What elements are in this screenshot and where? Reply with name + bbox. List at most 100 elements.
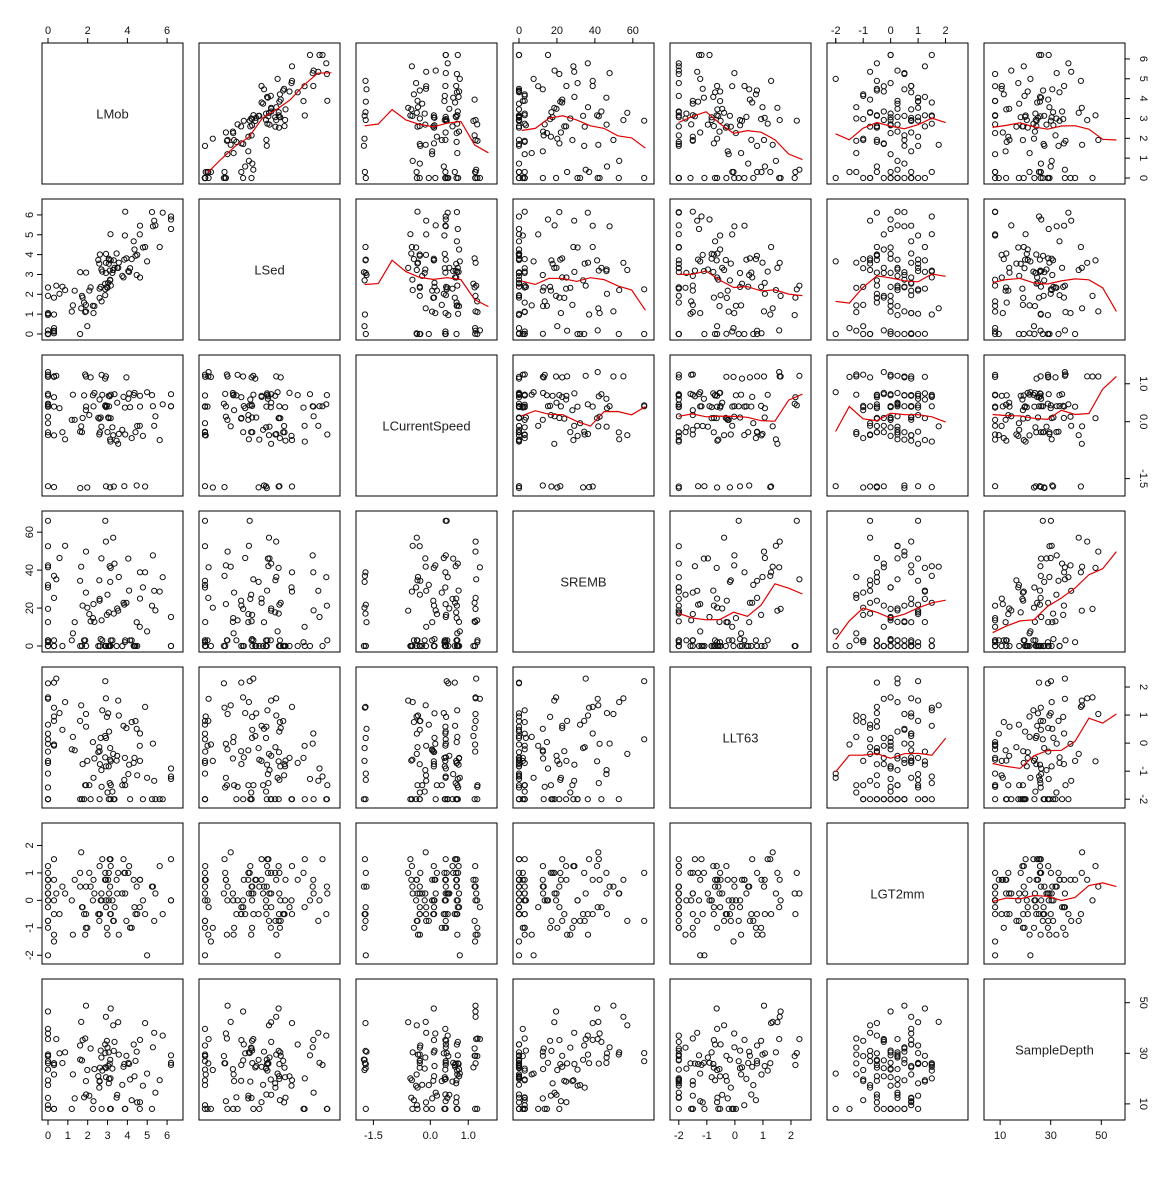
data-point [151,217,158,224]
data-point [97,897,104,904]
data-point [711,330,719,338]
data-point [880,116,887,124]
data-point [563,396,570,403]
data-point [233,637,240,644]
data-point [301,856,308,863]
data-point [547,133,555,140]
data-point [454,268,461,275]
data-point [281,772,288,779]
data-point [453,330,460,338]
data-point [708,897,715,904]
data-point [624,750,631,758]
data-point [727,431,734,438]
data-point [768,483,775,490]
data-point [1079,702,1086,709]
data-point [319,856,326,863]
data-point [543,1105,551,1113]
data-point [263,788,270,795]
data-point [992,952,999,959]
data-point [1068,422,1075,429]
data-point [50,938,58,945]
data-point [641,174,648,182]
data-point [115,712,122,719]
data-point [362,703,369,711]
data-point [1040,796,1047,803]
data-point [286,1073,293,1080]
data-point [887,283,894,290]
data-point [754,931,761,938]
data-point [571,390,578,397]
data-point [1075,432,1082,439]
data-point [741,403,748,410]
data-point [1019,407,1027,414]
data-point [220,680,227,687]
data-point [521,897,528,904]
data-point [472,883,479,890]
data-point [915,1050,922,1057]
data-point [860,301,867,308]
data-point [992,422,999,429]
data-point [323,883,330,890]
tick-label: 20 [24,602,36,614]
data-point [159,209,166,216]
panel-LCurrentSpeed-vs-SampleDepth [983,354,1126,497]
data-point [603,121,610,128]
data-point [1030,637,1037,644]
data-point [288,911,296,918]
data-point [238,679,245,686]
data-point [430,1005,437,1012]
data-point [719,605,726,612]
data-point [1019,137,1027,144]
data-point [280,429,287,436]
data-point [992,151,999,158]
data-point [104,789,111,796]
data-point [921,330,929,337]
data-point [915,609,922,616]
data-point [115,1051,122,1058]
data-point [1075,109,1082,116]
data-point [675,264,682,271]
data-point [258,1099,265,1106]
data-point [44,695,52,702]
data-point [581,1084,588,1091]
data-point [102,876,109,883]
data-point [273,712,280,719]
data-point [245,542,252,549]
data-point [540,284,547,291]
data-point [423,777,430,784]
data-point [1036,256,1044,263]
data-point [741,174,748,182]
data-point [422,642,430,650]
data-point [131,904,138,911]
data-point [136,222,144,229]
data-point [894,1105,901,1113]
data-point [704,423,712,430]
data-point [887,225,894,233]
data-point [691,393,699,400]
data-point [547,713,554,721]
data-point [263,911,270,918]
data-point [603,268,610,275]
panel-frame [41,198,184,341]
data-point [425,174,432,182]
data-point [737,122,744,129]
data-point [908,259,915,266]
variable-label: LSed [254,263,284,278]
data-point [201,1066,209,1073]
data-point [535,1105,542,1113]
data-point [102,286,109,293]
data-point [201,952,209,959]
data-point [122,890,129,897]
data-point [89,615,97,622]
data-point [122,431,129,438]
data-point [315,422,322,429]
data-point [908,89,915,96]
data-point [1056,238,1063,245]
data-point [1041,277,1048,284]
data-point [1020,63,1027,70]
data-point [860,1097,867,1104]
data-point [1003,392,1010,399]
data-point [442,754,449,761]
data-point [69,931,77,938]
data-point [581,123,588,130]
